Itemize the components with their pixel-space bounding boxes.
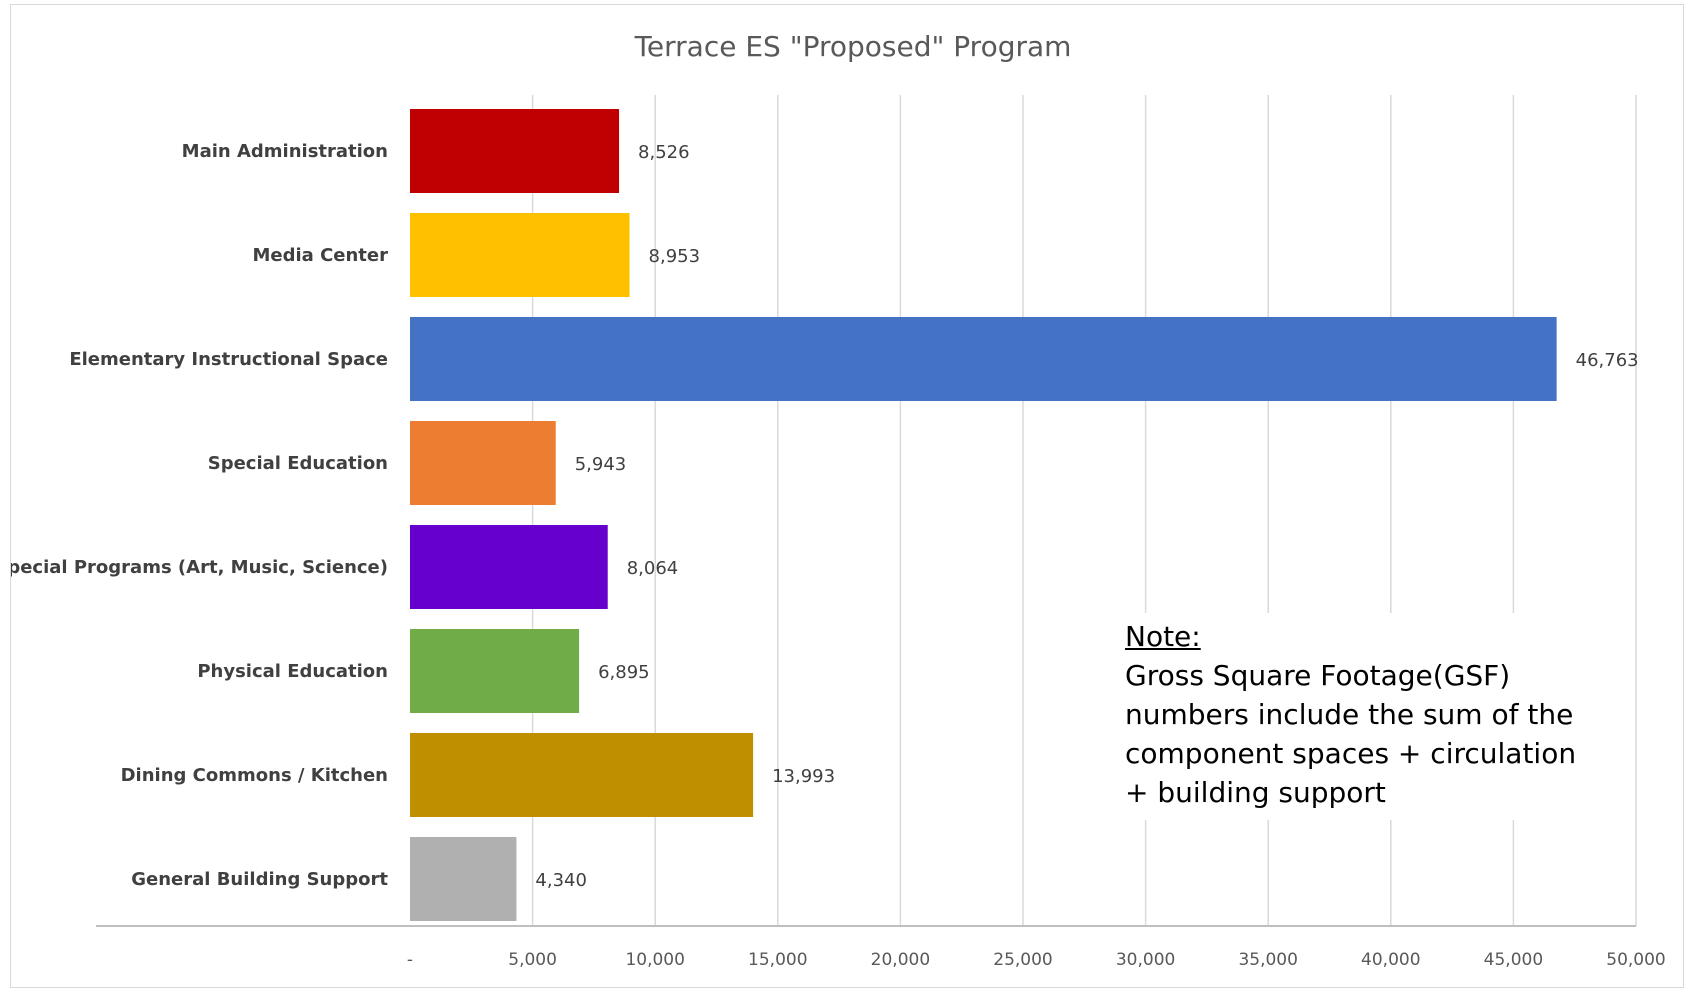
bar bbox=[410, 109, 620, 193]
bars bbox=[410, 109, 1557, 921]
x-tick-label: 15,000 bbox=[748, 950, 807, 970]
x-tick-label: 5,000 bbox=[508, 950, 557, 970]
category-label: Main Administration bbox=[182, 141, 388, 162]
bar bbox=[410, 421, 556, 505]
category-label: Elementary Instructional Space bbox=[69, 349, 388, 370]
bar bbox=[410, 525, 608, 609]
data-label: 5,943 bbox=[575, 454, 627, 475]
chart-frame: Main Administration Media Center Elementar… bbox=[10, 4, 1684, 988]
category-label: Special Education bbox=[208, 453, 388, 474]
note-body: Gross Square Footage(GSF) numbers includ… bbox=[1125, 659, 1577, 809]
data-label: 8,953 bbox=[649, 246, 701, 267]
data-label: 4,340 bbox=[535, 870, 587, 891]
x-tick-label: 40,000 bbox=[1361, 950, 1420, 970]
data-label: 13,993 bbox=[772, 766, 835, 787]
x-tick-label: 45,000 bbox=[1484, 950, 1543, 970]
category-label: General Building Support bbox=[131, 869, 388, 890]
data-label: 8,064 bbox=[627, 558, 679, 579]
x-tick-label: 50,000 bbox=[1606, 950, 1665, 970]
category-label: Dining Commons / Kitchen bbox=[121, 765, 388, 786]
bar bbox=[410, 213, 630, 297]
bar-chart: Main Administration Media Center Elementar… bbox=[11, 30, 1666, 970]
category-label: Special Programs (Art, Music, Science) bbox=[11, 557, 388, 578]
x-tick-label: 25,000 bbox=[993, 950, 1052, 970]
x-tick-label: 35,000 bbox=[1238, 950, 1297, 970]
chart-title: Terrace ES "Proposed" Program bbox=[634, 30, 1072, 63]
bar bbox=[410, 317, 1557, 401]
note-box: Note: Gross Square Footage(GSF) numbers … bbox=[1117, 613, 1601, 820]
data-label: 46,763 bbox=[1576, 350, 1639, 371]
bar bbox=[410, 837, 517, 921]
bar bbox=[410, 733, 754, 817]
x-tick-label: - bbox=[407, 950, 413, 970]
bar bbox=[410, 629, 580, 713]
data-label: 8,526 bbox=[638, 142, 690, 163]
data-labels: 8,526 8,953 46,763 5,943 8,064 6,895 13,993 4,3… bbox=[535, 142, 1638, 891]
x-tick-label: 10,000 bbox=[625, 950, 684, 970]
x-tick-label: 30,000 bbox=[1116, 950, 1175, 970]
gridlines bbox=[96, 95, 1637, 927]
x-axis-ticks: - 5,000 10,000 15,000 20,000 25,000 30,000 35,0… bbox=[407, 950, 1666, 970]
note-title: Note: bbox=[1125, 620, 1201, 653]
x-tick-label: 20,000 bbox=[871, 950, 930, 970]
category-label: Physical Education bbox=[197, 661, 388, 682]
category-labels: Main Administration Media Center Elementar… bbox=[11, 141, 388, 890]
data-label: 6,895 bbox=[598, 662, 650, 683]
category-label: Media Center bbox=[252, 245, 388, 266]
